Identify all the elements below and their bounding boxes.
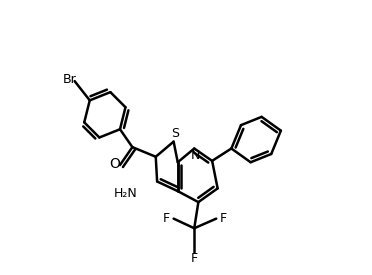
Text: F: F [163,212,170,225]
Text: H₂N: H₂N [114,187,138,200]
Text: Br: Br [63,73,77,86]
Text: S: S [171,127,179,141]
Text: F: F [219,212,227,225]
Text: F: F [191,252,198,265]
Text: N: N [191,149,200,162]
Text: O: O [110,157,121,170]
